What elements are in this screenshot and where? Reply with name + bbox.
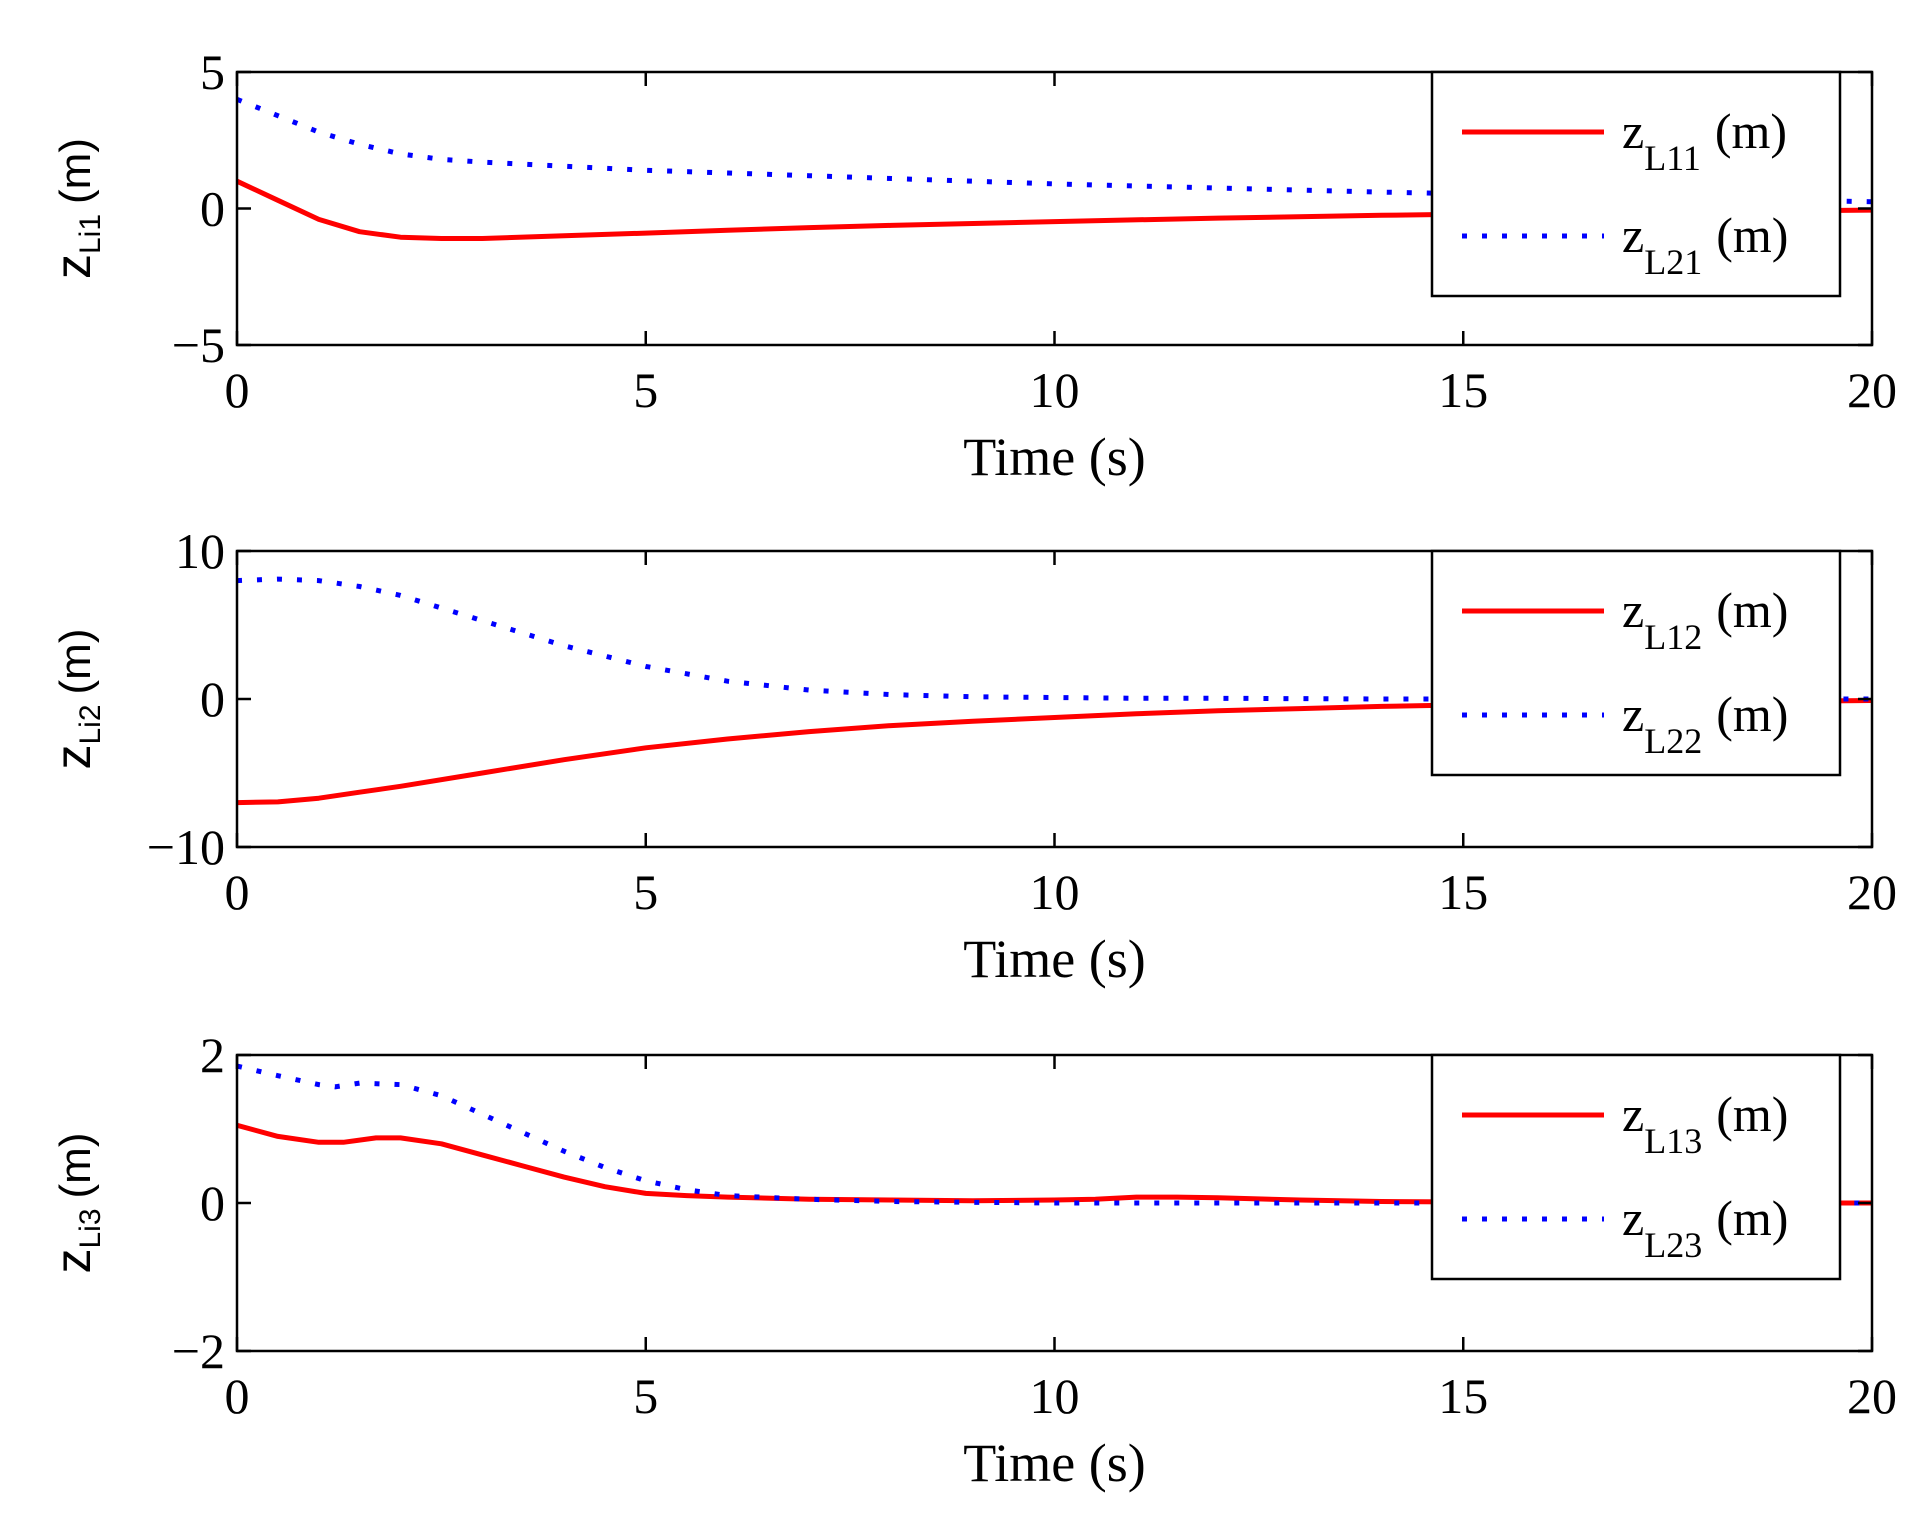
legend-sub: L23	[1644, 1225, 1702, 1265]
legend-entry-l21: zL21 (m)	[1622, 207, 1788, 282]
x-tick-label: 15	[1438, 1368, 1488, 1424]
x-tick-label: 20	[1847, 864, 1897, 920]
legend-unit: (m)	[1716, 1190, 1788, 1246]
legend-main: z	[1622, 582, 1644, 638]
legend-entry-l11: zL11 (m)	[1622, 103, 1787, 178]
y-axis-title-sub: Li2	[74, 704, 107, 744]
x-tick-label: 10	[1030, 864, 1080, 920]
legend-unit: (m)	[1715, 103, 1787, 159]
x-tick-label: 15	[1438, 864, 1488, 920]
x-tick-label: 10	[1030, 362, 1080, 418]
y-tick-label: −2	[172, 1323, 225, 1379]
series-line-l22	[237, 576, 1872, 702]
series-line-l11	[237, 178, 1872, 241]
y-tick-label: 0	[200, 181, 225, 237]
legend-sub: L13	[1644, 1121, 1702, 1161]
y-axis-title: zLi3 (m)	[45, 1132, 107, 1273]
legend-entry-l22: zL22 (m)	[1622, 686, 1788, 761]
x-tick-label: 20	[1847, 362, 1897, 418]
x-tick-label: 15	[1438, 362, 1488, 418]
x-axis-title: Time (s)	[963, 1433, 1146, 1493]
y-axis-title: zLi1 (m)	[45, 138, 107, 279]
legend-sub: L22	[1644, 721, 1702, 761]
legend-main: z	[1622, 207, 1644, 263]
x-tick-label: 5	[633, 864, 658, 920]
x-tick-label: 0	[225, 362, 250, 418]
legend-box	[1430, 549, 1842, 777]
x-axis-title: Time (s)	[963, 929, 1146, 989]
y-axis-title-main: z	[45, 254, 101, 279]
legend-sub: L12	[1644, 617, 1702, 657]
series-line-l21	[237, 96, 1872, 205]
legend-entry-l13: zL13 (m)	[1622, 1086, 1788, 1161]
legend-unit: (m)	[1716, 1086, 1788, 1142]
legend: zL12 (m)zL22 (m)	[1430, 549, 1842, 777]
legend: zL11 (m)zL21 (m)	[1430, 70, 1842, 298]
y-tick-label: 10	[175, 523, 225, 579]
y-tick-label: 0	[200, 1175, 225, 1231]
legend-sub: L11	[1644, 138, 1701, 178]
x-tick-label: 5	[633, 362, 658, 418]
legend-main: z	[1622, 686, 1644, 742]
y-axis-title-unit: (m)	[51, 1132, 100, 1198]
y-axis-title-unit: (m)	[51, 628, 100, 694]
legend-entry-l12: zL12 (m)	[1622, 582, 1788, 657]
series-line-l13	[237, 1122, 1872, 1206]
y-axis-title: zLi2 (m)	[45, 628, 107, 769]
legend-box	[1430, 1053, 1842, 1281]
y-tick-label: 2	[200, 1027, 225, 1083]
legend-unit: (m)	[1716, 207, 1788, 263]
legend-unit: (m)	[1716, 686, 1788, 742]
x-tick-label: 10	[1030, 1368, 1080, 1424]
x-tick-label: 20	[1847, 1368, 1897, 1424]
x-axis-title: Time (s)	[963, 427, 1146, 487]
y-axis-title-sub: Li3	[74, 1208, 107, 1248]
legend-main: z	[1622, 1190, 1644, 1246]
y-tick-label: 5	[200, 44, 225, 100]
y-tick-label: 0	[200, 671, 225, 727]
legend-unit: (m)	[1716, 582, 1788, 638]
y-axis-title-main: z	[45, 745, 101, 770]
legend-entry-l23: zL23 (m)	[1622, 1190, 1788, 1265]
y-tick-label: −10	[147, 819, 225, 875]
y-axis-title-main: z	[45, 1249, 101, 1274]
legend-sub: L21	[1644, 242, 1702, 282]
legend: zL13 (m)zL23 (m)	[1430, 1053, 1842, 1281]
x-tick-label: 5	[633, 1368, 658, 1424]
y-axis-title-sub: Li1	[74, 214, 107, 254]
y-tick-label: −5	[172, 317, 225, 373]
y-axis-title-unit: (m)	[51, 138, 100, 204]
x-tick-label: 0	[225, 864, 250, 920]
legend-box	[1430, 70, 1842, 298]
legend-main: z	[1622, 1086, 1644, 1142]
x-tick-label: 0	[225, 1368, 250, 1424]
legend-main: z	[1622, 103, 1644, 159]
